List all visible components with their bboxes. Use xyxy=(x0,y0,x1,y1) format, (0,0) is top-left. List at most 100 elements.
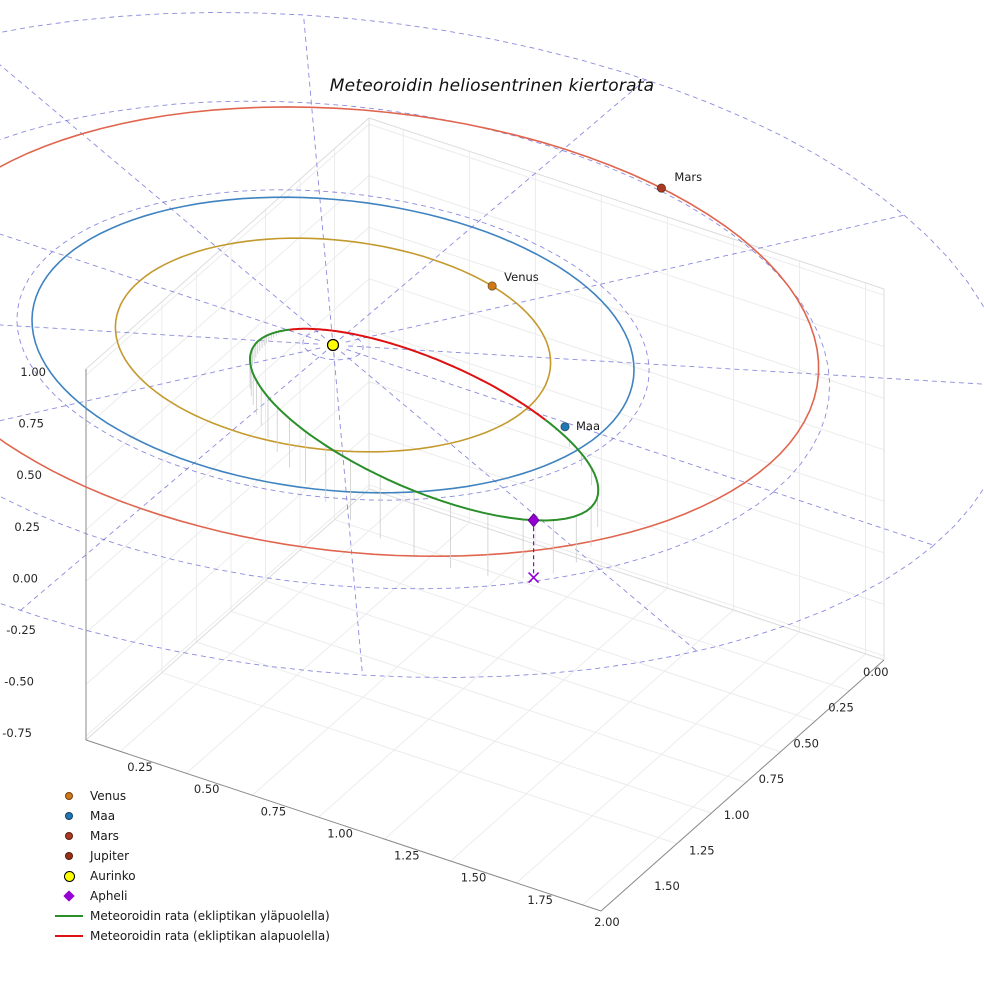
y-axis-line xyxy=(600,659,885,912)
x-axis-line xyxy=(85,739,602,912)
floor-grid-line xyxy=(186,521,470,774)
legend-marker-apheli-icon xyxy=(52,890,86,902)
x-tick-label: 0.75 xyxy=(261,804,287,818)
wall-grid-line xyxy=(85,175,885,428)
legend: Venus Maa Mars Jupiter Aurinko Apheli Meteoroi… xyxy=(52,786,330,946)
floor-grid-line xyxy=(230,610,747,783)
legend-swatch xyxy=(65,792,73,800)
floor-grid-line xyxy=(334,519,850,692)
y-tick-label: 1.25 xyxy=(689,844,715,858)
legend-marker-jupiter-icon xyxy=(52,852,86,860)
legend-item: Jupiter xyxy=(52,846,330,866)
legend-swatch xyxy=(55,915,83,917)
legend-swatch xyxy=(65,852,73,860)
legend-label: Aurinko xyxy=(90,869,136,883)
floor-grid-line xyxy=(265,580,781,753)
mars-label: Mars xyxy=(674,170,702,184)
floor-grid-line xyxy=(252,543,536,796)
legend-item: Aurinko xyxy=(52,866,330,886)
x-tick-label: 1.75 xyxy=(527,893,553,907)
radial-grid-line xyxy=(346,348,934,546)
z-tick-label: -0.50 xyxy=(4,675,34,689)
legend-marker-meteoroidin-icon xyxy=(52,935,86,937)
legend-label: Maa xyxy=(90,809,116,823)
wall-grid-line xyxy=(85,226,885,479)
radial-grid-line xyxy=(339,79,646,340)
mars-marker xyxy=(656,183,667,193)
floor-grid-line xyxy=(582,653,866,906)
legend-item: Mars xyxy=(52,826,330,846)
radial-grid-line xyxy=(20,350,327,611)
floor-grid-line xyxy=(299,549,816,722)
y-tick-label: 0.00 xyxy=(863,665,889,679)
y-tick-label: 0.50 xyxy=(793,736,819,750)
legend-swatch xyxy=(65,832,73,840)
wall-grid-line xyxy=(85,432,885,685)
pane-top-edge xyxy=(85,117,885,370)
wall-grid-line xyxy=(85,278,885,531)
legend-label: Mars xyxy=(90,829,119,843)
legend-item: Maa xyxy=(52,806,330,826)
y-tick-label: 0.25 xyxy=(828,701,854,715)
legend-marker-maa-icon xyxy=(52,812,86,820)
legend-item: Meteoroidin rata (ekliptikan alapuolella… xyxy=(52,926,330,946)
meteoroid-orbit-above xyxy=(249,328,600,522)
radial-grid-line xyxy=(0,324,319,345)
polar-grid-ring xyxy=(0,12,984,678)
x-tick-label: 2.00 xyxy=(594,915,620,929)
wall-grid-line xyxy=(85,484,885,737)
legend-label: Apheli xyxy=(90,889,128,903)
maa-marker xyxy=(560,422,570,432)
legend-label: Venus xyxy=(90,789,127,803)
radial-grid-line xyxy=(345,214,905,343)
legend-swatch xyxy=(63,870,75,882)
floor-grid-line xyxy=(196,641,712,814)
legend-swatch xyxy=(55,935,83,937)
legend-marker-mars-icon xyxy=(52,832,86,840)
legend-swatch xyxy=(65,812,73,820)
mars-orbit xyxy=(0,106,820,558)
aphelion-marker xyxy=(527,513,540,528)
wall-grid-line xyxy=(85,329,885,582)
sun-marker xyxy=(326,338,340,352)
legend-item: Apheli xyxy=(52,886,330,906)
legend-label: Meteoroidin rata (ekliptikan yläpuolella… xyxy=(90,909,330,923)
legend-marker-aurinko-icon xyxy=(52,870,86,882)
x-tick-label: 1.00 xyxy=(327,826,353,840)
y-tick-label: 1.00 xyxy=(724,808,750,822)
venus-label: Venus xyxy=(504,270,539,284)
z-tick-label: -0.75 xyxy=(2,726,32,740)
z-tick-label: -0.25 xyxy=(6,623,36,637)
z-tick-label: 0.50 xyxy=(16,468,42,482)
radial-grid-line xyxy=(0,233,320,342)
legend-swatch xyxy=(63,890,75,902)
floor-grid-line xyxy=(450,609,734,862)
y-tick-label: 0.75 xyxy=(759,772,785,786)
floor-grid-line xyxy=(318,565,602,818)
radial-grid-line xyxy=(340,351,698,652)
floor-grid-line xyxy=(384,587,668,840)
chart-title: Meteoroidin heliosentrinen kiertorata xyxy=(329,76,655,96)
legend-marker-venus-icon xyxy=(52,792,86,800)
legend-marker-meteoroidin-icon xyxy=(52,915,86,917)
radial-grid-line xyxy=(347,345,984,385)
polar-grid-ring xyxy=(0,100,831,590)
z-tick-label: 1.00 xyxy=(20,365,46,379)
legend-item: Venus xyxy=(52,786,330,806)
legend-label: Jupiter xyxy=(90,849,130,863)
aphelion-projection-marker xyxy=(528,571,540,584)
x-tick-label: 0.25 xyxy=(127,760,153,774)
x-tick-label: 1.50 xyxy=(461,871,487,885)
meteoroid-orbit-below xyxy=(289,327,546,421)
floor-grid-line xyxy=(161,672,678,845)
legend-label: Meteoroidin rata (ekliptikan alapuolella… xyxy=(90,929,330,943)
maa-orbit xyxy=(31,196,635,494)
x-tick-label: 0.50 xyxy=(194,782,220,796)
floor-grid-line xyxy=(119,500,404,752)
x-tick-label: 1.25 xyxy=(394,849,420,863)
venus-marker xyxy=(487,281,497,291)
y-tick-label: 1.50 xyxy=(654,879,680,893)
radial-grid-line xyxy=(303,14,333,338)
